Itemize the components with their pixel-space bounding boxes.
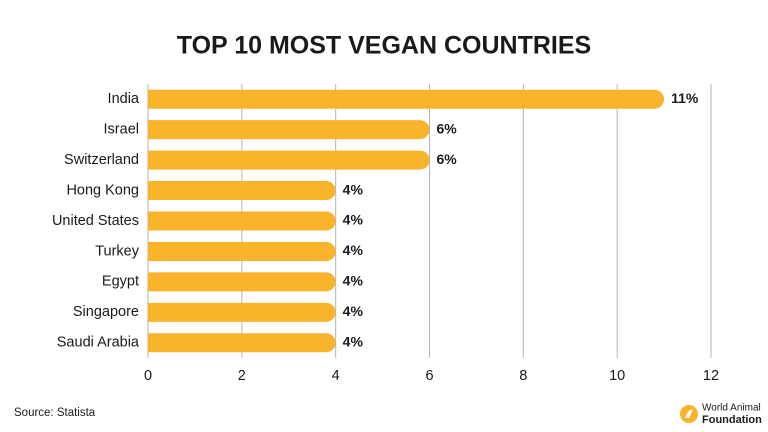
x-tick-label: 0: [144, 368, 152, 384]
x-tick-label: 8: [519, 368, 527, 384]
y-tick-label: Egypt: [102, 274, 139, 290]
logo-text: World Animal: [702, 403, 761, 414]
bar: [148, 89, 665, 109]
y-tick-label: Israel: [104, 121, 139, 137]
x-tick-label: 6: [425, 368, 433, 384]
y-tick-label: Singapore: [73, 304, 139, 320]
y-tick-label: United States: [52, 213, 139, 229]
x-tick-label: 10: [609, 368, 625, 384]
y-tick-label: Switzerland: [64, 152, 139, 168]
bar: [148, 302, 336, 322]
x-tick-label: 4: [332, 368, 340, 384]
y-tick-label: Saudi Arabia: [57, 335, 140, 351]
bar: [148, 181, 336, 201]
value-label: 4%: [343, 212, 364, 228]
x-tick-label: 2: [238, 368, 246, 384]
value-label: 4%: [343, 333, 364, 349]
source-note: Source: Statista: [14, 407, 96, 419]
logo-text: Foundation: [702, 414, 762, 426]
logo-icon-mark: [685, 409, 693, 418]
value-label: 4%: [343, 303, 364, 319]
bar: [148, 333, 336, 353]
x-tick-label: 12: [703, 368, 719, 384]
value-label: 6%: [437, 120, 458, 136]
value-label: 11%: [671, 90, 699, 106]
bar: [148, 241, 336, 261]
value-label: 6%: [437, 151, 458, 167]
bar: [148, 150, 430, 170]
bar: [148, 272, 336, 292]
y-tick-label: Hong Kong: [66, 182, 139, 198]
bar: [148, 211, 336, 231]
value-label: 4%: [343, 242, 364, 258]
logo: World Animal Foundation: [680, 403, 762, 426]
chart-title: TOP 10 MOST VEGAN COUNTRIES: [177, 32, 591, 60]
value-label: 4%: [343, 181, 364, 197]
value-label: 4%: [343, 273, 364, 289]
y-tick-label: India: [108, 91, 140, 107]
y-tick-label: Turkey: [95, 243, 140, 259]
bar: [148, 120, 430, 140]
